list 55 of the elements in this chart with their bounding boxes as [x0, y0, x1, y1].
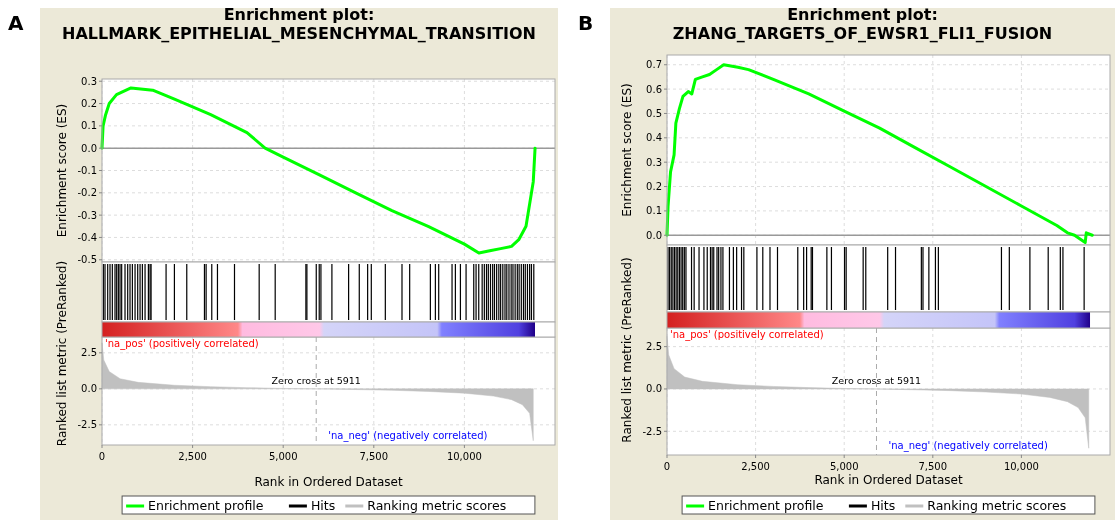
- x-axis-title: Rank in Ordered Dataset: [254, 475, 403, 489]
- y-tick-label: 0.3: [81, 75, 97, 87]
- annotation: 'na_pos' (positively correlated): [105, 338, 259, 350]
- y-axis-title: Enrichment score (ES): [620, 83, 634, 217]
- annotation: 'na_neg' (negatively correlated): [328, 430, 488, 442]
- x-tick-label: 7,500: [918, 461, 948, 472]
- y-axis-title: Ranked list metric (PreRanked): [55, 260, 69, 447]
- y-tick-label: -2.5: [77, 419, 97, 431]
- y-tick-label: 0.0: [81, 142, 97, 154]
- x-axis-title: Rank in Ordered Dataset: [814, 473, 963, 487]
- y-tick-label: -2.5: [642, 425, 662, 437]
- y-tick-label: 0.4: [646, 132, 662, 144]
- text: A: [8, 11, 24, 35]
- y-tick-label: 2.5: [646, 341, 662, 353]
- y-tick-label: 0.0: [81, 383, 97, 395]
- legend-label: Hits: [310, 498, 336, 513]
- ref-line-label: Zero cross at 5911: [271, 374, 361, 386]
- y-tick-label: 0.3: [646, 156, 662, 168]
- x-tick-label: 0: [663, 461, 671, 472]
- y-tick-label: 0.1: [81, 120, 97, 132]
- chart-title: Enrichment plot: HALLMARK_EPITHELIAL_MESENCHYMAL_TRANSITION: [61, 5, 537, 43]
- x-tick-label: 5,000: [268, 451, 298, 462]
- x-tick-label: 2,500: [178, 451, 207, 462]
- y-tick-label: -0.5: [77, 254, 97, 266]
- legend-label: Ranking metric scores: [927, 498, 1067, 513]
- y-tick-label: 2.5: [81, 347, 97, 359]
- y-tick-label: 0.5: [646, 107, 662, 119]
- legend-label: Ranking metric scores: [367, 498, 507, 513]
- ref-line-label: Zero cross at 5911: [831, 374, 922, 386]
- x-tick-label: 10,000: [446, 451, 482, 462]
- y-tick-label: 0.1: [646, 205, 662, 217]
- y-tick-label: 0.0: [646, 229, 662, 241]
- legend-label: Enrichment profile: [148, 498, 264, 513]
- annotation: 'na_pos' (positively correlated): [670, 329, 824, 341]
- x-tick-label: 2,500: [741, 461, 770, 472]
- x-tick-label: 0: [98, 451, 106, 462]
- legend-label: Enrichment profile: [708, 498, 824, 513]
- x-tick-label: 10,000: [1003, 461, 1039, 472]
- y-axis-title: Ranked list metric (PreRanked): [620, 257, 634, 443]
- y-tick-label: -0.3: [77, 209, 97, 221]
- y-axis-title: Enrichment score (ES): [55, 103, 69, 238]
- y-tick-label: 0.2: [81, 98, 97, 110]
- legend-label: Hits: [870, 498, 896, 513]
- y-tick-label: 0.7: [646, 59, 662, 71]
- text: B: [578, 11, 594, 35]
- y-tick-label: 0.0: [646, 383, 662, 395]
- y-tick-label: -0.1: [77, 165, 97, 176]
- y-tick-label: -0.2: [77, 187, 97, 199]
- chart-title: Enrichment plot: ZHANG_TARGETS_OF_EWSR1_FLI1_FUSION: [672, 5, 1053, 43]
- x-tick-label: 5,000: [829, 461, 859, 472]
- annotation: 'na_neg' (negatively correlated): [888, 440, 1048, 452]
- y-tick-label: -0.4: [77, 231, 97, 243]
- y-tick-label: 0.6: [646, 83, 662, 95]
- x-tick-label: 7,500: [359, 451, 389, 462]
- y-tick-label: 0.2: [646, 181, 662, 193]
